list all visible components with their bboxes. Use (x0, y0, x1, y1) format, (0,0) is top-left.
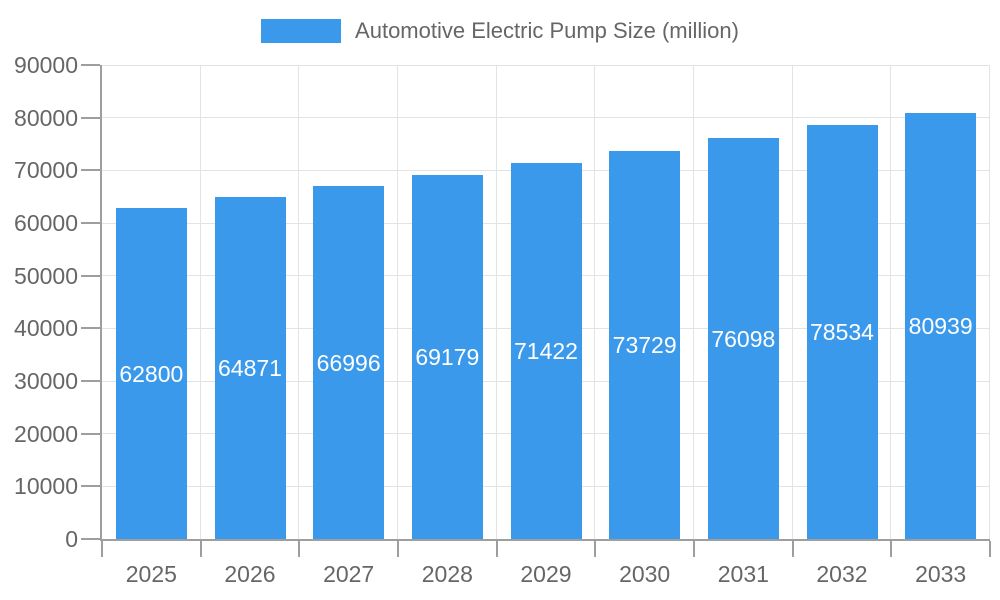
x-axis-tick (199, 541, 202, 557)
bar-value-label: 62800 (119, 360, 184, 387)
gridline-vertical (890, 65, 892, 539)
x-axis-tick (397, 541, 399, 557)
gridline-vertical (199, 65, 201, 539)
bar-value-label: 78534 (810, 319, 874, 346)
y-axis-tick (81, 485, 100, 488)
chart-legend: Automotive Electric Pump Size (million) (0, 18, 1000, 44)
y-axis-tick (81, 327, 100, 330)
x-axis-tick-label: 2033 (915, 561, 967, 587)
x-axis-tick (989, 541, 991, 557)
bar (609, 150, 681, 539)
x-axis-tick-label: 2028 (421, 561, 473, 587)
bar-value-label: 76098 (711, 325, 776, 352)
bar-value-label: 64871 (218, 355, 282, 382)
x-axis-tick-label: 2029 (520, 561, 572, 587)
x-axis-tick-label: 2031 (717, 561, 769, 587)
x-axis-tick (890, 541, 893, 557)
x-axis-tick-label: 2032 (816, 561, 868, 587)
y-axis-tick-label: 40000 (14, 315, 78, 342)
y-axis-tick (81, 432, 100, 435)
y-axis-tick-label: 0 (65, 526, 78, 552)
bar-value-label: 80939 (908, 312, 973, 339)
bar (707, 138, 779, 539)
y-axis-tick-label: 30000 (14, 368, 78, 394)
bar (806, 125, 878, 539)
y-axis-tick-label: 10000 (14, 473, 78, 500)
bar (115, 208, 187, 539)
y-axis-tick (81, 380, 100, 382)
bar-value-label: 71422 (514, 337, 578, 364)
y-axis-tick (81, 64, 100, 66)
bar-value-label: 73729 (612, 331, 677, 358)
y-axis-tick (81, 274, 100, 277)
y-axis-tick-label: 60000 (14, 210, 78, 236)
y-axis-tick-label: 70000 (14, 157, 78, 184)
legend-label: Automotive Electric Pump Size (million) (355, 18, 739, 43)
bar (313, 186, 385, 539)
y-axis-tick-label: 20000 (14, 420, 78, 447)
y-axis-tick-label: 90000 (14, 52, 78, 78)
y-axis-tick-label: 50000 (14, 262, 78, 289)
gridline-vertical (989, 65, 990, 539)
legend-color-swatch (261, 19, 342, 43)
x-axis-tick (298, 541, 301, 557)
x-axis-tick (495, 541, 498, 557)
y-axis-tick (81, 222, 100, 224)
gridline-horizontal (102, 64, 990, 66)
y-axis-tick (81, 169, 100, 172)
x-axis-tick (594, 541, 597, 557)
y-axis-tick (81, 538, 100, 540)
plot-area: 0 10000 20000 30000 40000 50000 60000 70000 8000… (14, 52, 991, 587)
x-axis-tick-label: 2025 (125, 561, 177, 587)
bar-value-label: 66996 (316, 349, 381, 376)
bar (510, 162, 582, 539)
gridline-vertical (495, 65, 497, 539)
x-axis-tick (101, 541, 103, 557)
gridline-vertical (397, 65, 398, 539)
gridline-vertical (791, 65, 793, 539)
bar-value-label: 69179 (415, 343, 480, 370)
bar (905, 112, 977, 539)
gridline-vertical (693, 65, 694, 539)
y-axis-tick (81, 116, 100, 119)
x-axis-tick (693, 541, 695, 557)
gridline-vertical (298, 65, 300, 539)
gridline-vertical (594, 65, 596, 539)
x-axis-tick-label: 2030 (619, 561, 671, 587)
x-axis-tick (791, 541, 794, 557)
x-axis-tick-label: 2027 (323, 561, 375, 587)
bar (214, 197, 286, 539)
x-axis-tick-label: 2026 (224, 561, 276, 587)
y-axis-tick-label: 80000 (14, 104, 78, 131)
gridline-horizontal (102, 117, 990, 119)
bar (411, 174, 483, 539)
